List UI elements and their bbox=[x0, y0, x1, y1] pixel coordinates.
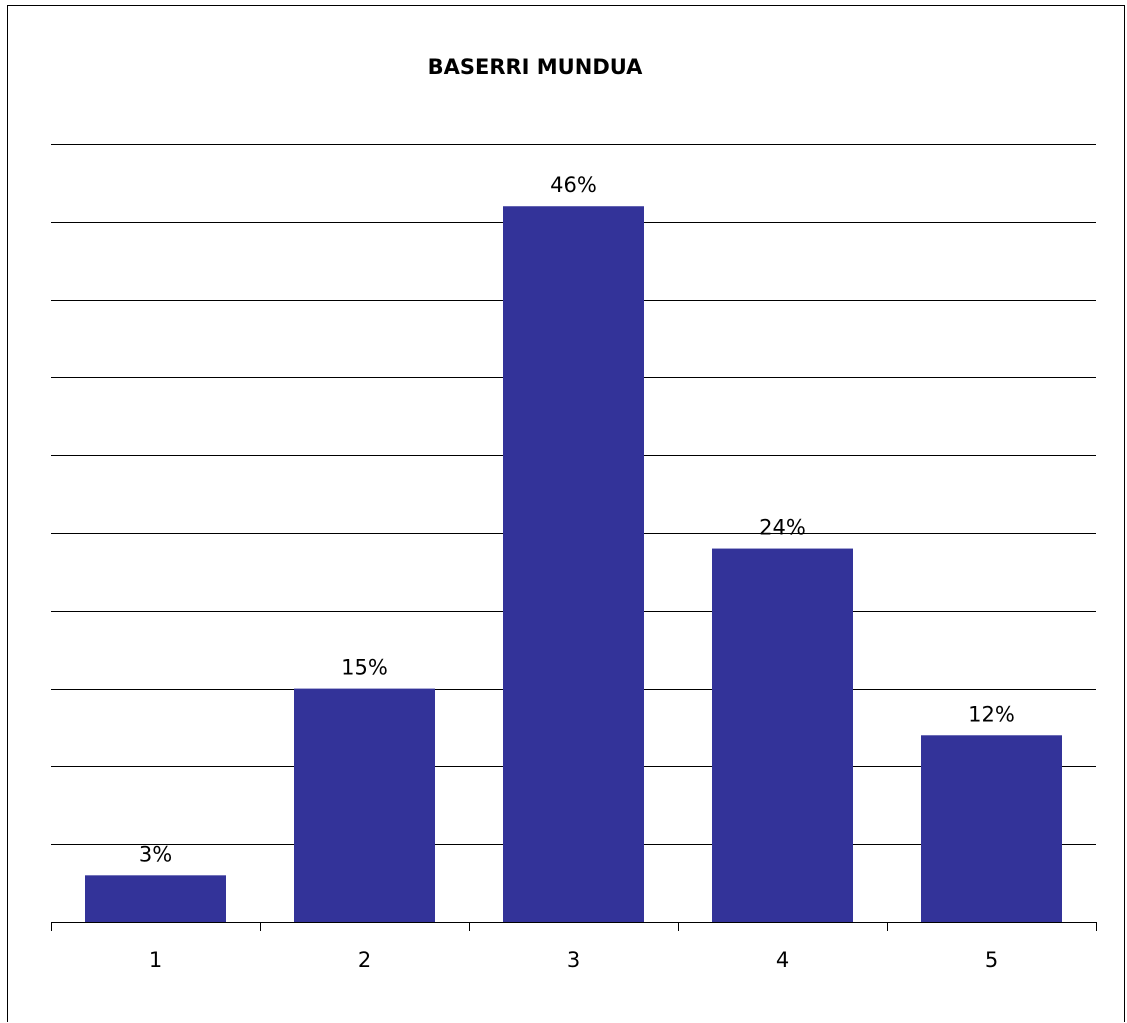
data-label-1: 3% bbox=[139, 842, 172, 866]
bar-3 bbox=[503, 206, 644, 923]
x-tick-label-3: 3 bbox=[567, 948, 580, 972]
bar-1 bbox=[85, 875, 226, 922]
x-tick-label-4: 4 bbox=[776, 948, 789, 972]
data-label-5: 12% bbox=[968, 702, 1015, 726]
bar-2 bbox=[294, 688, 435, 922]
x-tick-label-2: 2 bbox=[358, 948, 371, 972]
bar-4 bbox=[712, 548, 853, 922]
x-tick-label-1: 1 bbox=[149, 948, 162, 972]
data-label-2: 15% bbox=[341, 656, 388, 680]
chart-title: BASERRI MUNDUA bbox=[428, 55, 644, 79]
x-axis: 1 2 3 4 5 bbox=[51, 922, 1097, 972]
x-tick-label-5: 5 bbox=[985, 948, 998, 972]
data-labels: 3% 15% 46% 24% 12% bbox=[139, 173, 1015, 866]
bar-5 bbox=[921, 735, 1062, 922]
bars bbox=[85, 206, 1062, 923]
data-label-3: 46% bbox=[550, 173, 597, 197]
data-label-4: 24% bbox=[759, 516, 806, 540]
